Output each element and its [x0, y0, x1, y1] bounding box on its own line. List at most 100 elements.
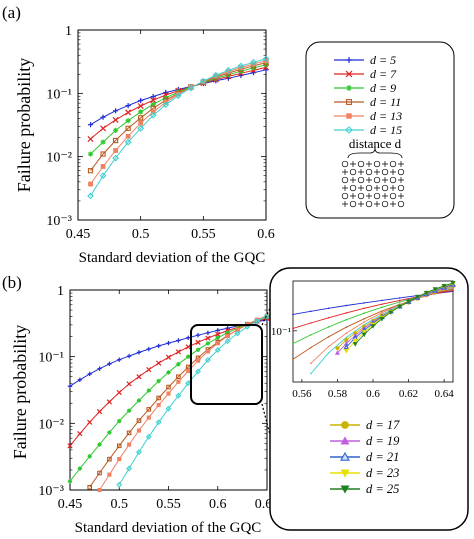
data-point-d7 — [112, 116, 119, 123]
inset-frame — [269, 267, 469, 531]
inset-data-point-d11 — [309, 346, 312, 349]
lattice-node — [373, 192, 381, 200]
data-point-d5 — [205, 330, 211, 336]
code-lattice-icon — [341, 160, 405, 208]
y-tick-label: 10⁻² — [38, 417, 64, 432]
zoom-region-box — [190, 324, 263, 405]
data-point-d9 — [136, 398, 142, 403]
data-point-d15 — [195, 368, 202, 375]
data-point-d15 — [112, 154, 119, 162]
legend-box — [305, 41, 455, 219]
inset-x-tick-label: 0.64 — [434, 388, 454, 400]
inset-data-point-d25 — [432, 287, 438, 292]
data-point-d9 — [205, 341, 211, 346]
data-point-d11 — [125, 125, 131, 131]
data-point-d9 — [225, 330, 230, 335]
series-line-d5 — [90, 69, 267, 126]
lattice-node — [349, 184, 357, 192]
data-point-d7 — [165, 354, 172, 360]
data-point-d7 — [126, 381, 132, 387]
panel-a-plot-frame — [77, 29, 267, 221]
series-line-d15 — [118, 315, 268, 485]
legend-distance-label: distance d — [349, 136, 402, 151]
inset-data-point-d25 — [450, 281, 456, 286]
lattice-link — [358, 185, 364, 191]
lattice-node — [357, 192, 365, 200]
inset-data-point-d9 — [309, 334, 312, 336]
data-point-d15 — [264, 313, 270, 320]
data-point-d15 — [99, 172, 107, 180]
lattice-link — [382, 177, 388, 183]
data-point-d7 — [137, 103, 144, 110]
inset-data-point-d9 — [381, 306, 383, 309]
data-point-d5 — [225, 325, 230, 331]
x-tick-label: 0.55 — [156, 497, 181, 512]
legend-marker-d5 — [346, 57, 352, 63]
data-point-d13 — [100, 164, 106, 169]
data-point-d13 — [156, 402, 161, 408]
inset-data-point-d9 — [398, 301, 401, 303]
inset-data-point-d7 — [327, 316, 330, 319]
lattice-link — [382, 161, 388, 167]
lattice-node — [357, 176, 365, 184]
data-point-d9 — [146, 388, 151, 393]
inset-data-point-d7 — [452, 289, 454, 292]
inset-data-point-d5 — [381, 299, 383, 302]
inset-data-point-d13 — [363, 321, 365, 323]
inset-data-point-d9 — [327, 326, 330, 328]
data-point-d5 — [136, 350, 142, 355]
data-point-d15 — [224, 338, 231, 345]
y-tick-label: 10⁻¹ — [38, 351, 64, 366]
data-point-d15 — [225, 66, 232, 74]
lattice-node — [389, 176, 397, 184]
inset-data-point-d13 — [309, 362, 312, 365]
panel-a-series — [87, 55, 270, 200]
lattice-node — [397, 184, 405, 192]
legend-marker-d13 — [346, 113, 352, 119]
data-point-d11 — [138, 115, 144, 121]
inset-data-point-d11 — [292, 358, 294, 360]
lattice-link — [366, 193, 372, 199]
data-point-d5 — [186, 335, 191, 340]
series-line-d13 — [90, 60, 267, 185]
lattice-node — [365, 200, 373, 208]
panel-b-plot-frame — [69, 289, 268, 491]
inset-data-point-d5 — [327, 307, 330, 310]
data-point-d7 — [205, 335, 211, 341]
data-point-d11 — [100, 151, 106, 157]
lattice-node — [341, 176, 349, 184]
lattice-node — [397, 200, 405, 208]
inset-data-point-d5 — [398, 297, 401, 299]
data-point-d5 — [150, 93, 156, 100]
inset-x-tick-label: 0.62 — [399, 388, 418, 400]
data-point-d13 — [225, 333, 230, 339]
data-point-d7 — [175, 349, 181, 355]
lattice-node — [341, 160, 349, 168]
x-tick-label: 0.5 — [111, 497, 129, 512]
panel-a-label: (a) — [2, 3, 21, 22]
lattice-link — [342, 169, 348, 175]
x-tick-label: 0.6 — [209, 497, 227, 512]
y-tick-label: 10⁻³ — [38, 484, 64, 499]
data-point-d5 — [87, 122, 94, 128]
inset-data-point-d7 — [398, 299, 401, 302]
lattice-node — [397, 168, 405, 176]
panel-b-label: (b) — [2, 273, 22, 292]
data-point-d11 — [156, 395, 161, 401]
inset-data-point-d5 — [363, 302, 365, 304]
lattice-link — [390, 201, 396, 207]
inset-y-tick-label: 10⁻¹ — [271, 326, 291, 338]
x-tick-label: 0.6 — [257, 227, 275, 242]
data-point-d9 — [100, 139, 106, 145]
data-point-d9 — [215, 335, 220, 340]
data-point-d7 — [215, 331, 221, 337]
inset-data-point-d17 — [335, 346, 340, 351]
inset-data-point-d5 — [309, 310, 312, 313]
data-point-d15 — [175, 392, 182, 399]
data-point-d15 — [214, 346, 221, 353]
data-point-d15 — [174, 92, 182, 100]
y-tick-label: 1 — [57, 284, 64, 299]
lattice-node — [341, 192, 349, 200]
panel-a: (a) 0.45 0.5 0.55 0.6 10⁻³ 10⁻² 10⁻¹ 1 Standard… — [2, 3, 455, 266]
